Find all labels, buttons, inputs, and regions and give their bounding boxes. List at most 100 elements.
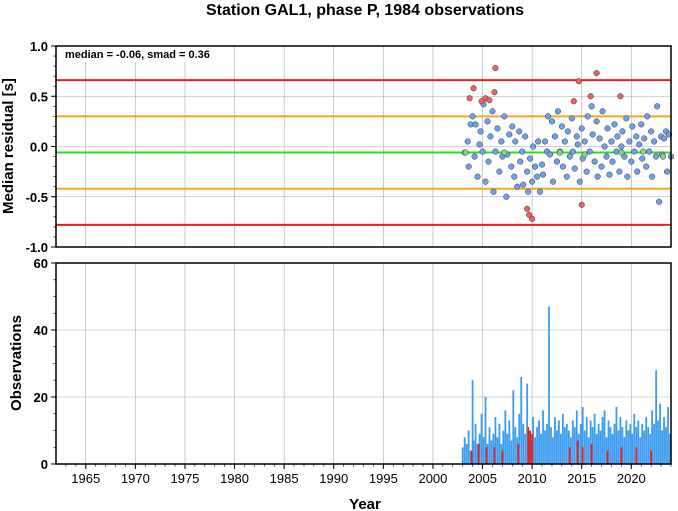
scatter-point <box>608 138 615 145</box>
bar <box>490 440 493 464</box>
scatter-point <box>530 143 537 150</box>
bar <box>577 433 580 464</box>
scatter-point <box>535 138 542 145</box>
scatter-point <box>549 178 557 185</box>
bar <box>520 376 523 464</box>
bar <box>501 450 504 464</box>
bottom-bars <box>461 306 671 464</box>
top-y-ticks: 1.0 0.5 0.0 -0.5 -1.0 <box>26 39 56 255</box>
bar <box>561 413 564 464</box>
scatter-point <box>469 113 476 120</box>
scatter-point <box>470 85 477 92</box>
scatter-point <box>529 215 536 222</box>
bar <box>524 433 527 464</box>
bar <box>498 423 501 464</box>
scatter-point <box>472 121 479 128</box>
scatter-point <box>599 108 606 115</box>
bar <box>655 370 658 464</box>
bar <box>529 430 532 464</box>
bar <box>492 433 495 464</box>
bar <box>465 443 468 464</box>
bar <box>482 437 485 464</box>
bar <box>659 403 661 464</box>
bar <box>508 420 511 464</box>
chart-title: Station GAL1, phase P, 1984 observations <box>206 2 524 19</box>
scatter-point <box>636 141 643 148</box>
bar <box>502 430 505 464</box>
bar <box>550 427 552 464</box>
scatter-point <box>525 188 532 195</box>
bar <box>484 397 487 464</box>
bar <box>639 437 642 464</box>
scatter-point <box>570 98 577 105</box>
bar <box>569 437 572 464</box>
bar <box>621 427 624 464</box>
bar <box>567 430 570 464</box>
scatter-point <box>617 93 624 100</box>
scatter-point <box>539 171 547 178</box>
x-tick-label: 1990 <box>319 471 348 486</box>
bar <box>591 427 594 464</box>
scatter-point <box>556 149 563 156</box>
bar <box>606 450 609 464</box>
scatter-point <box>639 155 646 162</box>
bar <box>493 447 496 464</box>
scatter-point <box>591 158 598 165</box>
scatter-point <box>573 133 580 140</box>
bar <box>467 430 470 464</box>
scatter-point <box>593 70 600 77</box>
bar <box>643 430 646 464</box>
bar <box>471 380 474 464</box>
bar <box>532 417 535 464</box>
x-tick-label: 2010 <box>518 471 547 486</box>
bottom-y-tick-label: 40 <box>34 323 48 338</box>
bar <box>613 423 616 464</box>
bar <box>625 420 628 464</box>
scatter-point <box>490 188 497 195</box>
scatter-point <box>593 118 600 125</box>
top-data-points <box>461 65 675 222</box>
bar <box>605 437 608 464</box>
bar <box>653 423 656 464</box>
bar <box>472 440 475 464</box>
bar <box>522 423 525 464</box>
scatter-point <box>606 171 613 178</box>
bottom-x-ticks: 1965 1970 1975 1980 1985 1990 1995 2000 2005 2010… <box>65 464 672 486</box>
x-tick-label: 1985 <box>270 471 299 486</box>
scatter-point <box>498 138 505 145</box>
scatter-point <box>486 97 493 104</box>
bar <box>552 437 554 464</box>
scatter-point <box>491 89 498 96</box>
bar <box>609 427 612 464</box>
scatter-point <box>601 143 608 150</box>
bar <box>486 443 489 464</box>
scatter-point <box>477 128 484 135</box>
bar <box>649 433 652 464</box>
bar <box>504 410 507 464</box>
scatter-point <box>581 138 588 145</box>
scatter-point <box>586 148 593 155</box>
scatter-point <box>548 118 556 125</box>
scatter-point <box>651 138 658 145</box>
bar <box>585 417 588 464</box>
scatter-point <box>514 183 521 190</box>
bar <box>665 427 667 464</box>
scatter-point <box>656 198 663 205</box>
scatter-point <box>503 193 510 200</box>
bar <box>615 407 618 464</box>
scatter-point <box>624 173 631 180</box>
scatter-point <box>474 173 481 180</box>
bar <box>528 430 531 464</box>
scatter-point <box>578 125 585 132</box>
bar <box>512 390 515 464</box>
scatter-point <box>603 153 610 160</box>
bar <box>579 423 582 464</box>
bar <box>599 430 602 464</box>
bar <box>590 443 593 464</box>
scatter-point <box>546 151 554 158</box>
scatter-point <box>623 115 630 122</box>
bottom-y-axis-label: Observations <box>8 315 25 411</box>
scatter-point <box>541 138 549 145</box>
bar <box>463 437 466 464</box>
bar <box>538 420 540 464</box>
